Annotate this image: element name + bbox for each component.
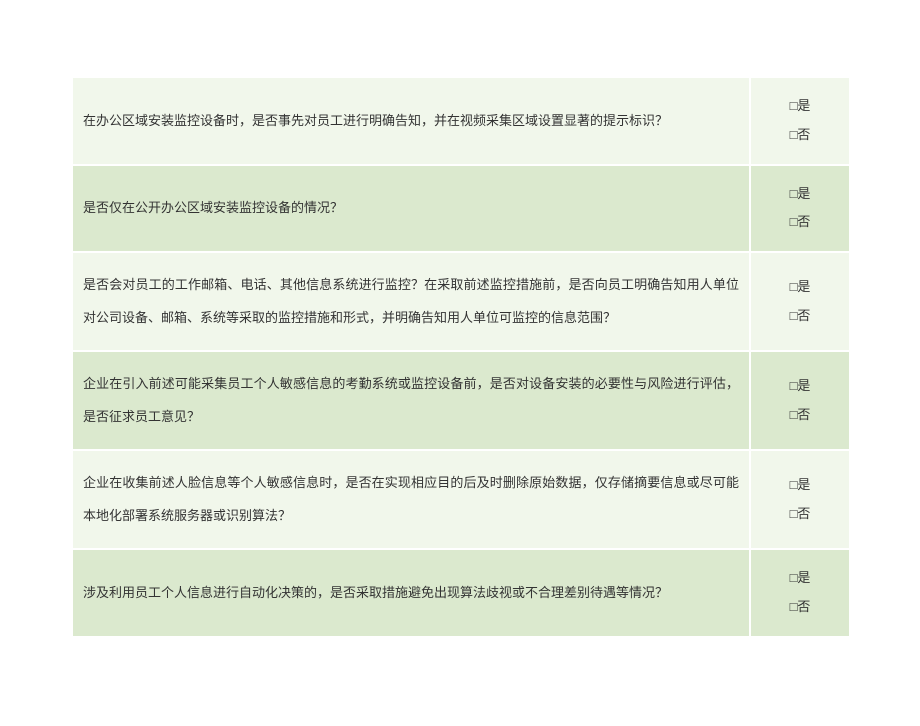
option-yes[interactable]: □是 <box>759 96 841 117</box>
table-row: 是否仅在公开办公区域安装监控设备的情况？ □是 □否 <box>72 165 850 253</box>
option-no[interactable]: □否 <box>759 306 841 327</box>
compliance-checklist-table: 在办公区域安装监控设备时，是否事先对员工进行明确告知，并在视频采集区域设置显著的… <box>70 75 850 639</box>
table-row: 是否会对员工的工作邮箱、电话、其他信息系统进行监控？在采取前述监控措施前，是否向… <box>72 252 850 351</box>
question-cell: 是否仅在公开办公区域安装监控设备的情况？ <box>72 165 750 253</box>
table-row: 在办公区域安装监控设备时，是否事先对员工进行明确告知，并在视频采集区域设置显著的… <box>72 77 850 165</box>
options-cell: □是 □否 <box>750 165 850 253</box>
option-yes[interactable]: □是 <box>759 376 841 397</box>
option-no[interactable]: □否 <box>759 504 841 525</box>
options-cell: □是 □否 <box>750 351 850 450</box>
question-cell: 涉及利用员工个人信息进行自动化决策的，是否采取措施避免出现算法歧视或不合理差别待… <box>72 549 750 637</box>
options-cell: □是 □否 <box>750 450 850 549</box>
option-yes[interactable]: □是 <box>759 475 841 496</box>
option-no[interactable]: □否 <box>759 597 841 618</box>
table-row: 企业在引入前述可能采集员工个人敏感信息的考勤系统或监控设备前，是否对设备安装的必… <box>72 351 850 450</box>
question-cell: 是否会对员工的工作邮箱、电话、其他信息系统进行监控？在采取前述监控措施前，是否向… <box>72 252 750 351</box>
question-cell: 在办公区域安装监控设备时，是否事先对员工进行明确告知，并在视频采集区域设置显著的… <box>72 77 750 165</box>
question-cell: 企业在收集前述人脸信息等个人敏感信息时，是否在实现相应目的后及时删除原始数据，仅… <box>72 450 750 549</box>
option-no[interactable]: □否 <box>759 405 841 426</box>
options-cell: □是 □否 <box>750 549 850 637</box>
option-no[interactable]: □否 <box>759 125 841 146</box>
checklist-table: 在办公区域安装监控设备时，是否事先对员工进行明确告知，并在视频采集区域设置显著的… <box>71 76 851 638</box>
options-cell: □是 □否 <box>750 252 850 351</box>
table-row: 涉及利用员工个人信息进行自动化决策的，是否采取措施避免出现算法歧视或不合理差别待… <box>72 549 850 637</box>
option-yes[interactable]: □是 <box>759 568 841 589</box>
options-cell: □是 □否 <box>750 77 850 165</box>
option-yes[interactable]: □是 <box>759 184 841 205</box>
question-cell: 企业在引入前述可能采集员工个人敏感信息的考勤系统或监控设备前，是否对设备安装的必… <box>72 351 750 450</box>
table-row: 企业在收集前述人脸信息等个人敏感信息时，是否在实现相应目的后及时删除原始数据，仅… <box>72 450 850 549</box>
option-yes[interactable]: □是 <box>759 277 841 298</box>
option-no[interactable]: □否 <box>759 212 841 233</box>
